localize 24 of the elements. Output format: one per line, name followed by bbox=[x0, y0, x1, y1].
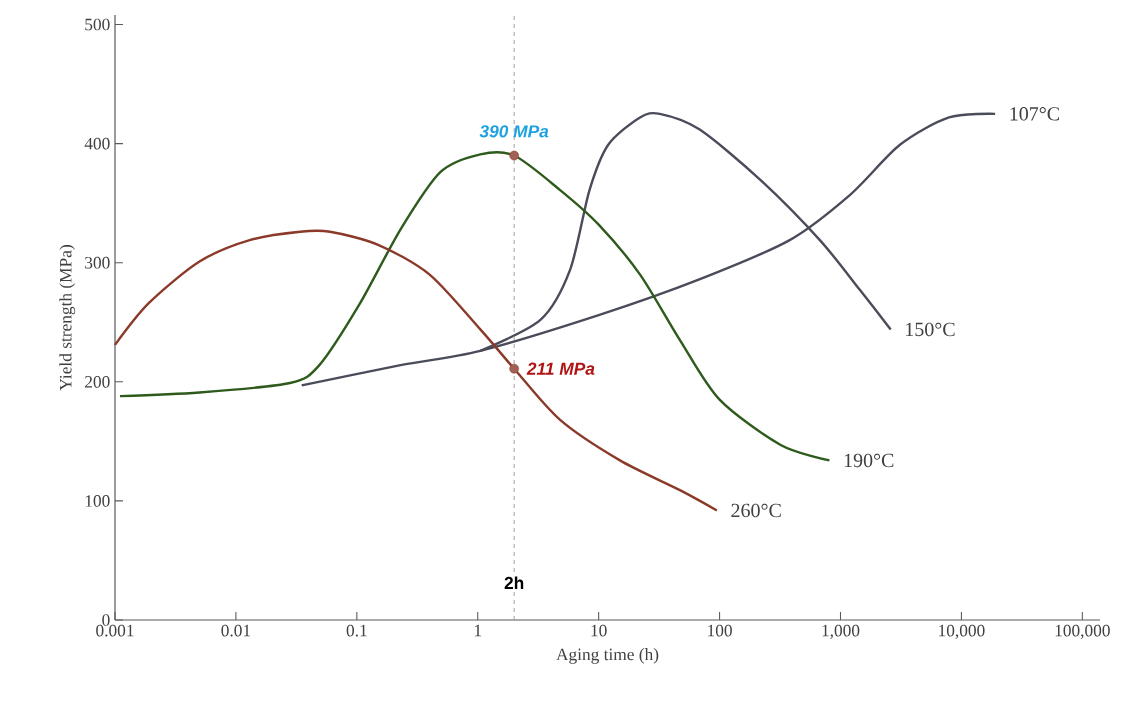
x-tick-label: 1 bbox=[474, 624, 482, 637]
y-tick-label: 200 bbox=[85, 375, 110, 388]
x-tick-label: 100 bbox=[708, 624, 732, 637]
x-tick-label: 10,000 bbox=[939, 624, 985, 639]
y-tick-label: 500 bbox=[85, 18, 110, 31]
series-label: 107°C bbox=[1010, 107, 1059, 121]
ref-line-label: 2h bbox=[504, 576, 524, 589]
x-tick-label: 0.001 bbox=[96, 624, 134, 637]
x-tick-label: 100,000 bbox=[1055, 624, 1110, 639]
y-axis-title: Yield strength (MPa) bbox=[59, 245, 76, 391]
series-label: 150°C bbox=[906, 322, 955, 337]
y-tick-label: 100 bbox=[85, 495, 110, 507]
x-axis-title: Aging time (h) bbox=[556, 648, 659, 664]
series-label: 260°C bbox=[731, 503, 781, 518]
x-tick-label: 1,000 bbox=[822, 624, 860, 639]
x-tick-label: 0.01 bbox=[221, 624, 251, 637]
x-tick-label: 10 bbox=[591, 624, 607, 637]
y-tick-label: 0 bbox=[102, 614, 110, 626]
series-label: 190°C bbox=[844, 453, 894, 468]
x-tick-label: 0.1 bbox=[346, 624, 367, 637]
y-tick-label: 300 bbox=[85, 256, 110, 269]
annotation: 390 MPa bbox=[479, 125, 549, 138]
y-tick-label: 400 bbox=[84, 137, 110, 150]
annotation: 211 MPa bbox=[526, 362, 595, 375]
